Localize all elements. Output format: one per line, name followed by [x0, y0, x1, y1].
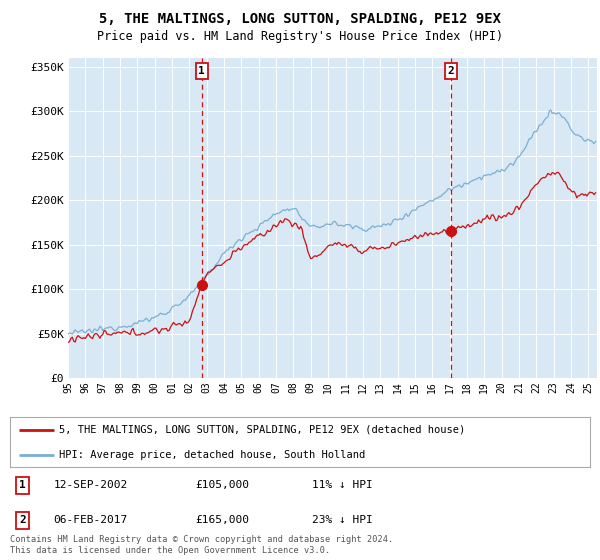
Text: This data is licensed under the Open Government Licence v3.0.: This data is licensed under the Open Gov… — [10, 546, 331, 555]
Text: 2: 2 — [448, 66, 455, 76]
Text: £165,000: £165,000 — [196, 515, 250, 525]
Text: 1: 1 — [19, 480, 26, 491]
Text: 12-SEP-2002: 12-SEP-2002 — [53, 480, 128, 491]
Text: 11% ↓ HPI: 11% ↓ HPI — [311, 480, 373, 491]
Text: Price paid vs. HM Land Registry's House Price Index (HPI): Price paid vs. HM Land Registry's House … — [97, 30, 503, 43]
Text: £105,000: £105,000 — [196, 480, 250, 491]
Text: HPI: Average price, detached house, South Holland: HPI: Average price, detached house, Sout… — [59, 450, 365, 460]
Text: 23% ↓ HPI: 23% ↓ HPI — [311, 515, 373, 525]
Text: 06-FEB-2017: 06-FEB-2017 — [53, 515, 128, 525]
Text: 1: 1 — [199, 66, 205, 76]
Text: Contains HM Land Registry data © Crown copyright and database right 2024.: Contains HM Land Registry data © Crown c… — [10, 535, 394, 544]
Text: 5, THE MALTINGS, LONG SUTTON, SPALDING, PE12 9EX: 5, THE MALTINGS, LONG SUTTON, SPALDING, … — [99, 12, 501, 26]
Text: 2: 2 — [19, 515, 26, 525]
Text: 5, THE MALTINGS, LONG SUTTON, SPALDING, PE12 9EX (detached house): 5, THE MALTINGS, LONG SUTTON, SPALDING, … — [59, 424, 466, 435]
